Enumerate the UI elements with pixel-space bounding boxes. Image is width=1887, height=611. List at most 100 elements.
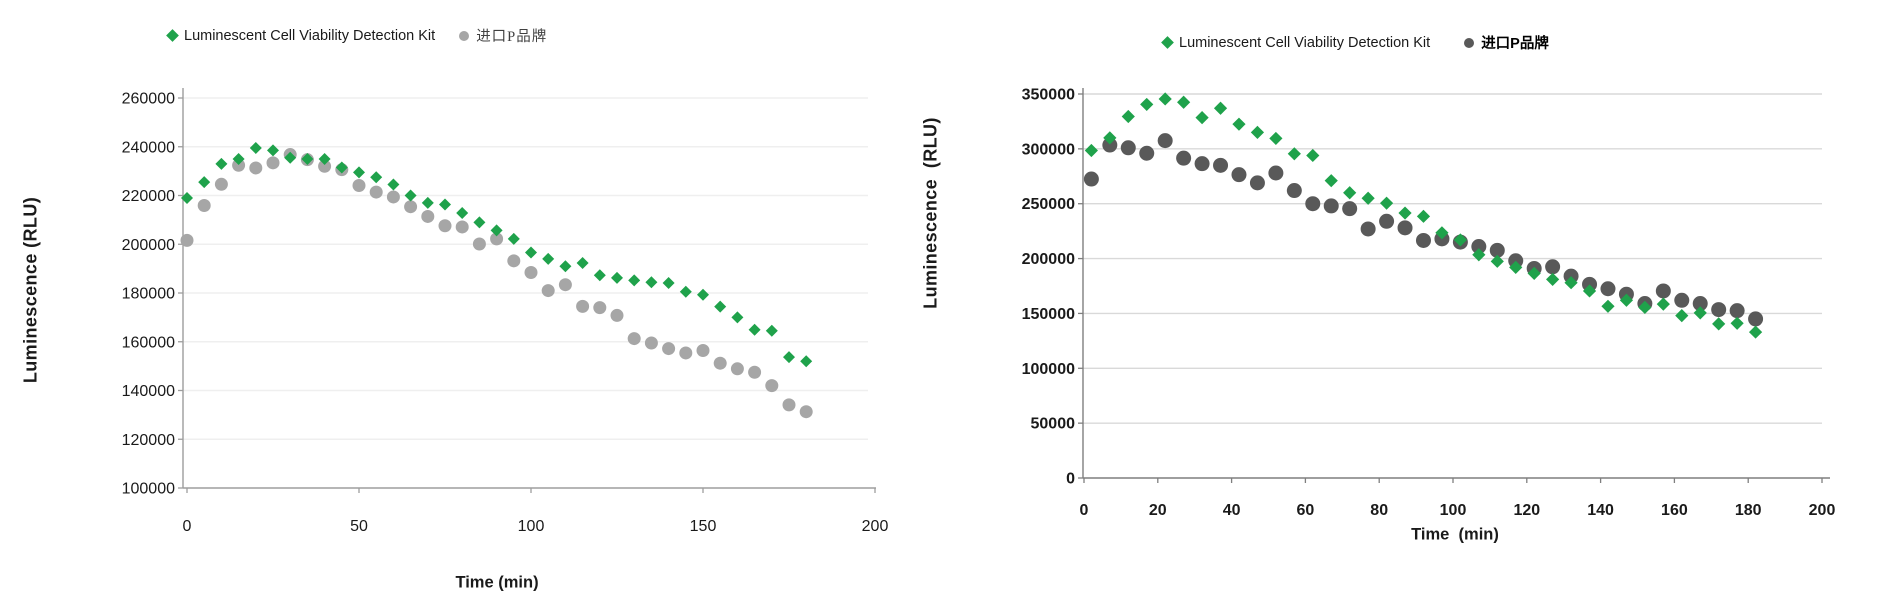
x-tick-label: 40 <box>1223 502 1241 519</box>
data-point-diamond <box>507 232 520 245</box>
circle-marker-icon <box>1464 37 1475 48</box>
data-point-circle <box>541 284 555 298</box>
data-point-diamond <box>731 311 744 324</box>
data-point-circle <box>1379 213 1395 229</box>
data-point-diamond <box>456 207 469 220</box>
data-point-diamond <box>645 276 658 289</box>
data-point-circle <box>266 156 280 170</box>
data-point-diamond <box>1398 206 1412 220</box>
y-axis-title-right: Luminescence (RLU) <box>920 117 941 309</box>
data-point-diamond <box>542 252 555 265</box>
legend-label: Luminescent Cell Viability Detection Kit <box>184 27 436 44</box>
data-point-circle <box>1748 311 1764 327</box>
x-tick-label: 200 <box>1809 502 1836 519</box>
data-point-diamond <box>335 161 348 174</box>
data-point-diamond <box>1748 325 1763 339</box>
data-point-circle <box>1305 196 1321 212</box>
x-tick-label: 180 <box>1735 502 1762 519</box>
x-tick-label: 120 <box>1513 502 1540 519</box>
data-point-circle <box>662 342 676 356</box>
data-point-circle <box>1249 175 1265 191</box>
diamond-marker-icon <box>1161 36 1174 49</box>
data-point-circle <box>1323 198 1339 214</box>
data-point-circle <box>524 266 538 280</box>
data-point-circle <box>748 365 762 379</box>
x-tick-label: 60 <box>1297 502 1315 519</box>
y-tick-label: 150000 <box>1022 306 1075 323</box>
data-point-diamond <box>783 351 795 364</box>
data-point-circle <box>558 278 572 292</box>
y-tick-label: 250000 <box>1022 196 1075 213</box>
data-point-circle <box>1415 232 1431 248</box>
data-point-diamond <box>473 216 486 229</box>
y-tick-label: 100000 <box>122 481 175 498</box>
data-point-circle <box>627 332 641 346</box>
data-point-circle <box>1268 165 1284 181</box>
data-point-diamond <box>697 288 709 301</box>
data-point-diamond <box>404 189 417 202</box>
legend-item-kit: Luminescent Cell Viability Detection Kit <box>1161 34 1431 51</box>
data-point-diamond <box>1601 299 1615 313</box>
data-point-diamond <box>1730 316 1744 330</box>
data-point-diamond <box>439 198 451 211</box>
data-point-circle <box>386 190 400 204</box>
data-point-diamond <box>1084 143 1098 158</box>
data-point-circle <box>696 344 710 358</box>
data-point-diamond <box>232 152 245 165</box>
data-point-circle <box>765 379 779 393</box>
data-point-circle <box>318 159 332 173</box>
data-point-circle <box>1139 145 1155 161</box>
data-point-circle <box>1655 283 1671 299</box>
data-point-circle <box>799 405 813 419</box>
y-tick-label: 200000 <box>1022 251 1075 268</box>
data-point-circle <box>1397 220 1413 236</box>
x-axis-title-left: Time (min) <box>455 573 539 592</box>
data-point-circle <box>1729 303 1745 319</box>
data-point-diamond <box>353 166 365 179</box>
data-point-circle <box>352 179 366 193</box>
y-tick-label: 0 <box>1066 471 1075 488</box>
x-tick-label: 50 <box>350 518 368 535</box>
x-tick-label: 80 <box>1370 502 1388 519</box>
data-point-circle <box>1674 292 1690 308</box>
y-tick-label: 120000 <box>122 432 175 449</box>
data-point-diamond <box>593 269 606 282</box>
data-point-circle <box>1545 259 1561 275</box>
data-point-diamond <box>1195 110 1209 125</box>
data-point-circle <box>644 336 658 350</box>
data-point-diamond <box>748 323 761 336</box>
data-point-diamond <box>1638 300 1652 314</box>
y-tick-label: 50000 <box>1031 416 1076 433</box>
y-axis-title-left: Luminescence (RLU) <box>20 196 41 384</box>
y-tick-label: 180000 <box>122 286 175 303</box>
data-point-diamond <box>181 191 193 204</box>
data-point-circle <box>507 254 521 268</box>
x-tick-label: 200 <box>862 518 889 535</box>
data-point-circle <box>1213 157 1229 173</box>
data-point-circle <box>197 198 211 212</box>
data-point-diamond <box>559 260 572 273</box>
data-point-circle <box>1157 133 1173 149</box>
data-point-circle <box>1600 281 1616 297</box>
data-point-circle <box>1692 296 1708 312</box>
diamond-marker-icon <box>166 29 179 42</box>
x-tick-label: 150 <box>690 518 717 535</box>
data-point-circle <box>1194 156 1210 172</box>
data-point-diamond <box>1287 147 1301 161</box>
data-point-diamond <box>1140 97 1154 112</box>
data-point-diamond <box>714 300 727 313</box>
legend-label: Luminescent Cell Viability Detection Kit <box>1179 34 1431 51</box>
data-point-circle <box>1489 242 1505 258</box>
data-point-circle <box>1286 183 1302 199</box>
data-point-diamond <box>301 152 314 165</box>
data-point-diamond <box>1509 260 1523 274</box>
data-point-circle <box>610 308 624 322</box>
circle-marker-icon <box>459 30 470 41</box>
data-point-circle <box>180 233 194 247</box>
data-point-diamond <box>679 285 692 298</box>
data-point-circle <box>490 232 504 246</box>
data-point-diamond <box>1213 101 1228 115</box>
data-point-diamond <box>1250 125 1265 140</box>
